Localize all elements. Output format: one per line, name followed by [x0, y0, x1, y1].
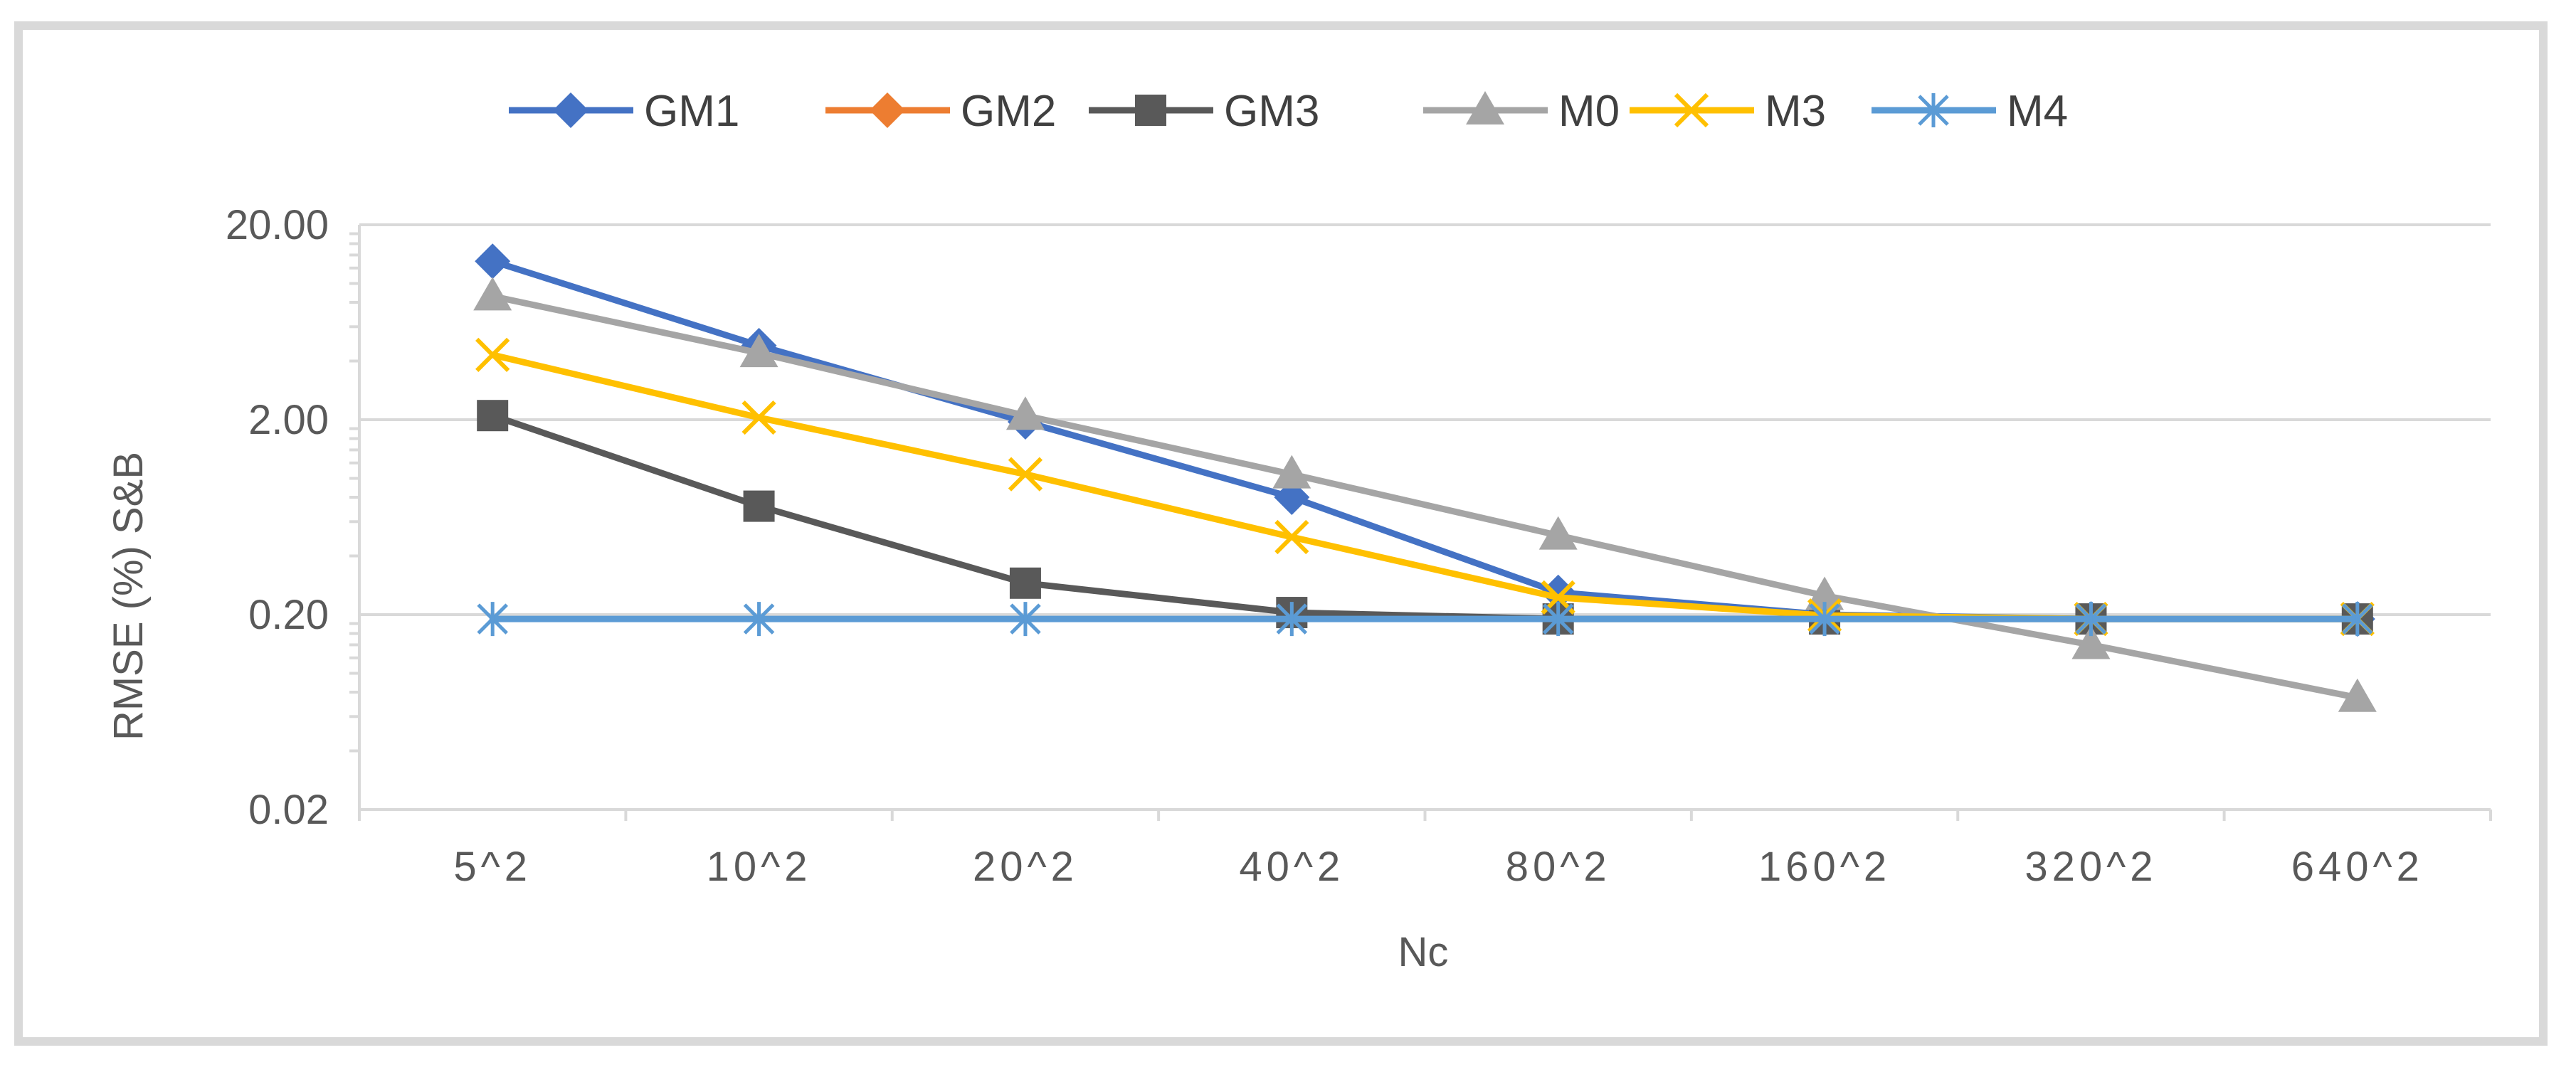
series-m3 — [475, 337, 2375, 637]
series-m0 — [473, 277, 2377, 712]
legend-marker-m0 — [1466, 91, 1504, 124]
series — [473, 243, 2377, 712]
series-gm1 — [475, 243, 2375, 637]
legend-entry-gm3: GM3 — [1089, 87, 1319, 136]
point-gm1 — [475, 243, 511, 280]
point-m4 — [1010, 602, 1041, 637]
marker-stroke — [1674, 92, 1709, 128]
point-gm3 — [743, 490, 775, 522]
point-m4 — [743, 602, 775, 637]
series-gm3 — [477, 400, 2373, 635]
x-tick-label: 5^2 — [453, 844, 532, 890]
legend-entry-m3: M3 — [1630, 87, 1826, 136]
point-m0 — [739, 334, 778, 368]
marker-stroke — [1274, 519, 1309, 555]
y-tick-label: 20.00 — [226, 202, 329, 248]
point-m0 — [1272, 455, 1311, 489]
gridlines — [359, 223, 2491, 616]
legend-entry-gm1: GM1 — [509, 87, 739, 136]
x-tick-label: 640^2 — [2291, 844, 2424, 890]
point-m0 — [1805, 576, 1844, 610]
point-m3 — [741, 400, 776, 435]
legend-entry-m0: M0 — [1423, 87, 1620, 136]
point-gm3 — [1009, 567, 1041, 599]
legend-label-gm3: GM3 — [1224, 87, 1319, 136]
legend-marker-m3 — [1674, 92, 1709, 128]
y-tick-label: 0.02 — [248, 787, 329, 833]
legend-marker-gm2 — [870, 92, 905, 128]
marker-stroke — [741, 400, 776, 435]
legend-label-m3: M3 — [1765, 87, 1826, 136]
series-m4 — [477, 602, 2373, 637]
marker-stroke — [475, 337, 510, 373]
legend-entry-m4: M4 — [1872, 87, 2068, 136]
point-m3 — [475, 337, 510, 373]
point-m4 — [2342, 602, 2373, 637]
legend-marker-gm1 — [553, 92, 588, 128]
point-m4 — [1542, 602, 1574, 637]
point-gm1 — [1540, 574, 1576, 610]
x-tick-label: 320^2 — [2025, 844, 2157, 890]
marker-stroke — [1008, 457, 1043, 492]
point-m3 — [1008, 457, 1043, 492]
point-m0 — [2338, 678, 2377, 712]
y-tick-label: 2.00 — [248, 397, 329, 443]
axes: 0.02 0.20 2.00 20.00 5^2 10^2 20^2 40^2 80^2 160^… — [226, 202, 2492, 890]
y-axis-title: RMSE (%) S&B — [105, 452, 152, 741]
point-m4 — [2075, 602, 2107, 637]
legend-label-gm1: GM1 — [644, 87, 739, 136]
point-m0 — [1005, 396, 1045, 430]
point-m4 — [477, 602, 508, 637]
legend-marker-m4 — [1918, 93, 1949, 127]
point-gm3 — [477, 400, 509, 432]
point-m0 — [2071, 625, 2111, 659]
legend-entry-gm2: GM2 — [825, 87, 1056, 136]
x-tick-label: 10^2 — [707, 844, 812, 890]
legend-label-m0: M0 — [1558, 87, 1620, 136]
point-m4 — [1809, 602, 1840, 637]
x-tick-label: 40^2 — [1239, 844, 1344, 890]
x-tick-label: 80^2 — [1506, 844, 1611, 890]
x-axis-title: Nc — [1398, 929, 1449, 975]
x-tick-label: 20^2 — [973, 844, 1078, 890]
series-line-m3 — [489, 351, 2361, 622]
series-line-m0 — [489, 292, 2361, 701]
legend-marker-gm3 — [1135, 95, 1166, 126]
y-tick-label: 0.20 — [248, 592, 329, 638]
point-m4 — [1276, 602, 1308, 637]
point-m0 — [473, 277, 512, 311]
point-m3 — [1274, 519, 1309, 555]
x-tick-label: 160^2 — [1758, 844, 1891, 890]
point-m0 — [1538, 516, 1578, 550]
legend-label-m4: M4 — [2007, 87, 2068, 136]
legend-label-gm2: GM2 — [961, 87, 1056, 136]
legend: GM1 GM2 GM3 M0 M3 M4 — [509, 87, 2068, 136]
